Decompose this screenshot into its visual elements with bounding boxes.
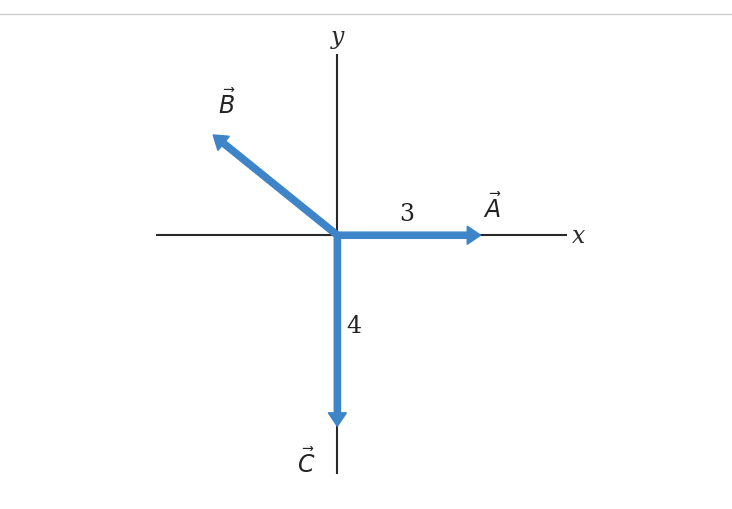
FancyArrow shape [213, 136, 340, 238]
Text: $\vec{C}$: $\vec{C}$ [297, 448, 315, 477]
FancyArrow shape [337, 227, 481, 245]
Text: 4: 4 [346, 315, 361, 338]
Text: x: x [572, 224, 586, 247]
Text: $\vec{B}$: $\vec{B}$ [218, 90, 236, 119]
Text: $\vec{A}$: $\vec{A}$ [483, 193, 501, 222]
Text: y: y [331, 26, 344, 49]
FancyArrow shape [328, 236, 346, 427]
Text: 3: 3 [399, 202, 414, 225]
